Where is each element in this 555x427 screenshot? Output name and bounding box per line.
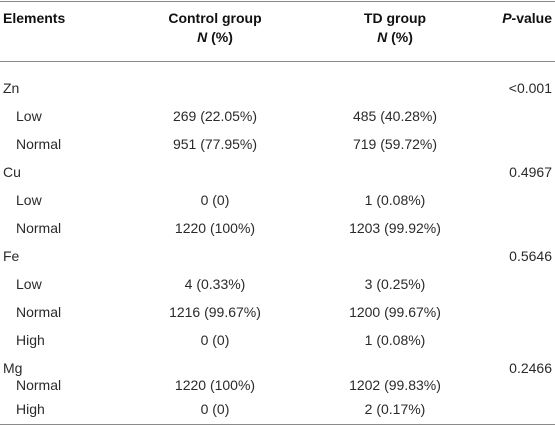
row-label-mg: Mg	[3, 360, 23, 376]
p-value-mg: 0.2466	[509, 360, 552, 376]
control-value: 269 (22.05%)	[172, 108, 258, 124]
row-label: Normal	[16, 304, 62, 320]
row-label-zn: Zn	[3, 80, 20, 96]
td-value: 1202 (99.83%)	[349, 377, 441, 393]
row-label-cu: Cu	[3, 164, 21, 180]
table-top-rule	[0, 1, 555, 2]
control-value: 4 (0.33%)	[184, 276, 246, 292]
row-label: High	[16, 332, 45, 348]
table-header-rule	[0, 61, 555, 62]
header-elements: Elements	[3, 10, 66, 26]
control-value: 0 (0)	[200, 401, 230, 417]
td-value: 1 (0.08%)	[364, 192, 426, 208]
row-label: Low	[16, 276, 42, 292]
row-label: Low	[16, 108, 42, 124]
p-value-zn: <0.001	[508, 80, 552, 96]
td-value: 1200 (99.67%)	[349, 304, 441, 320]
row-label-fe: Fe	[3, 248, 20, 264]
control-value: 1216 (99.67%)	[169, 304, 261, 320]
td-value: 485 (40.28%)	[352, 108, 438, 124]
p-value-cu: 0.4967	[509, 164, 552, 180]
p-value-fe: 0.5646	[509, 248, 552, 264]
control-value: 0 (0)	[200, 192, 230, 208]
row-label: Normal	[16, 220, 62, 236]
header-p-value: P-value	[502, 10, 552, 26]
header-td-group: TD group N (%)	[363, 10, 427, 45]
td-value: 1203 (99.92%)	[349, 220, 441, 236]
table-bottom-rule	[0, 424, 555, 425]
row-label: Normal	[16, 136, 62, 152]
row-label: Low	[16, 192, 42, 208]
td-value: 1 (0.08%)	[364, 332, 426, 348]
td-value: 3 (0.25%)	[364, 276, 426, 292]
td-value: 2 (0.17%)	[364, 401, 426, 417]
control-value: 1220 (100%)	[174, 220, 256, 236]
td-value: 719 (59.72%)	[352, 136, 438, 152]
control-value: 1220 (100%)	[174, 377, 256, 393]
row-label: High	[16, 401, 45, 417]
control-value: 0 (0)	[200, 332, 230, 348]
row-label: Normal	[16, 377, 62, 393]
header-control-group: Control group N (%)	[168, 10, 262, 45]
control-value: 951 (77.95%)	[172, 136, 258, 152]
